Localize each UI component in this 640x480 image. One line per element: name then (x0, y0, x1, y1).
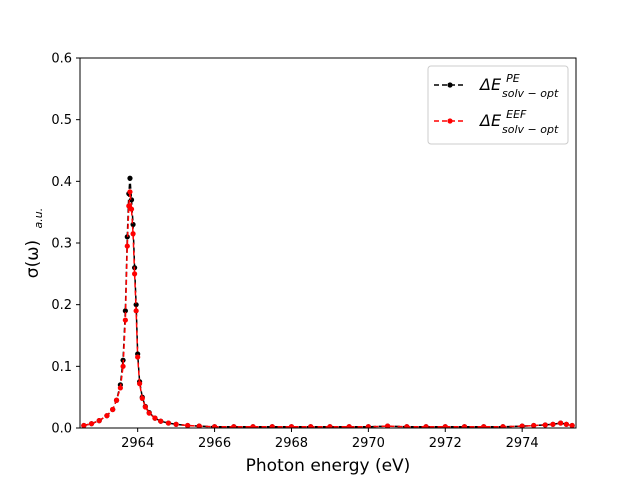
series-pe (81, 175, 575, 428)
y-tick-label: 0.1 (51, 360, 72, 375)
data-point (288, 424, 295, 428)
data-point (500, 424, 506, 428)
data-point (185, 422, 191, 428)
data-point (152, 415, 158, 421)
legend-label-eef-sub: solv − opt (502, 123, 559, 136)
data-point (196, 423, 202, 428)
data-point (139, 395, 145, 401)
data-point (130, 231, 136, 237)
x-tick-label: 2964 (121, 436, 154, 451)
x-tick-label: 2968 (275, 436, 308, 451)
svg-text:σ(ω) a.u.: σ(ω) a.u. (23, 208, 45, 278)
data-point (563, 421, 569, 427)
data-point (481, 424, 487, 428)
data-point (269, 424, 275, 428)
y-axis-label-unit: a.u. (32, 208, 45, 229)
data-point (127, 175, 133, 181)
legend: ΔE PE solv − opt ΔE EEF solv − opt (427, 65, 569, 145)
data-point (117, 385, 123, 391)
data-point (135, 354, 141, 360)
data-point (127, 189, 133, 195)
data-point (519, 423, 525, 428)
data-point (385, 423, 391, 428)
legend-label-pe-sup: PE (506, 72, 520, 85)
svg-text:ΔE PE solv − opt: ΔE PE solv − opt (478, 67, 559, 100)
data-point (550, 421, 556, 427)
data-point (96, 418, 102, 424)
data-point (113, 397, 120, 403)
data-point (542, 422, 548, 428)
y-axis-label: σ(ω) (23, 240, 43, 278)
svg-text:ΔE EEF solv − opt: ΔE EEF solv − opt (478, 103, 559, 136)
data-point (404, 424, 410, 428)
data-point (250, 424, 256, 428)
y-tick-label: 0.4 (51, 175, 72, 190)
data-point (104, 413, 110, 419)
data-point (133, 308, 139, 314)
data-point (124, 243, 130, 249)
data-point (122, 308, 128, 314)
y-tick-label: 0.3 (51, 237, 72, 252)
data-point (327, 424, 333, 428)
data-point (137, 381, 143, 387)
data-point (133, 302, 139, 308)
x-tick-label: 2966 (198, 436, 231, 451)
data-point (558, 420, 564, 426)
legend-marker-pe (447, 82, 453, 88)
data-point (146, 410, 152, 416)
data-point (423, 424, 429, 428)
series-line (83, 178, 573, 428)
y-tick-label: 0.0 (51, 422, 72, 437)
data-point (120, 363, 126, 369)
x-tick-label: 2970 (352, 436, 385, 451)
data-point (211, 424, 218, 428)
legend-label-pe-main: ΔE (478, 75, 502, 94)
y-tick-label: 0.6 (51, 52, 72, 67)
data-point (88, 421, 95, 427)
legend-label-eef-sup: EEF (506, 108, 527, 121)
data-point (122, 317, 128, 323)
data-point (346, 424, 352, 428)
data-point (165, 420, 172, 426)
data-point (461, 424, 468, 428)
data-point (365, 424, 371, 428)
data-point (531, 422, 537, 428)
data-point (110, 406, 116, 413)
legend-label-pe-sub: solv − opt (502, 87, 559, 100)
legend-label-eef-main: ΔE (478, 111, 502, 130)
y-axis-label-group: σ(ω) a.u. (23, 208, 45, 278)
series-eef (81, 189, 575, 428)
data-point (158, 418, 164, 424)
x-tick-label: 2974 (506, 436, 539, 451)
data-point (442, 424, 448, 428)
data-point (308, 424, 314, 428)
data-point (132, 271, 138, 277)
series-line (83, 191, 573, 428)
x-axis-label: Photon energy (eV) (246, 456, 411, 476)
data-point (231, 424, 237, 428)
legend-marker-eef (447, 118, 453, 124)
data-point (569, 422, 575, 428)
data-point (81, 422, 87, 428)
y-tick-label: 0.5 (51, 113, 72, 128)
data-point (173, 421, 179, 427)
y-tick-label: 0.2 (51, 298, 72, 313)
x-tick-label: 2972 (429, 436, 462, 451)
data-point (128, 206, 135, 212)
data-point (142, 404, 148, 410)
